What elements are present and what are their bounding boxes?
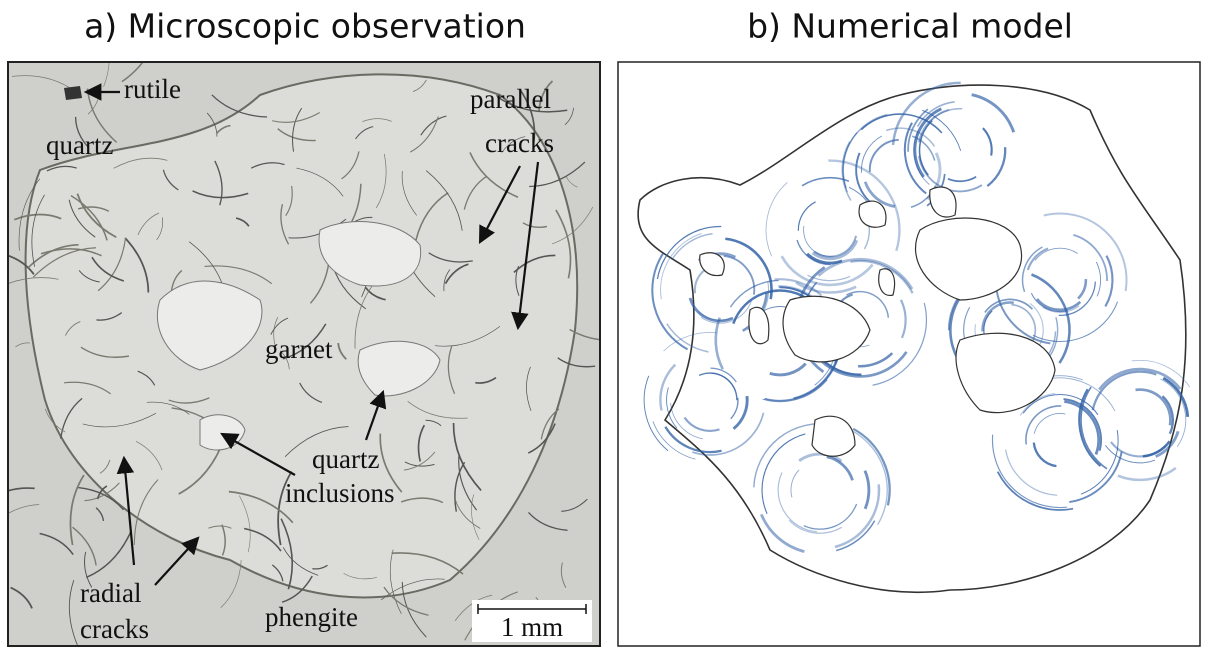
panel-frame	[618, 62, 1200, 646]
label: phengite	[265, 602, 358, 632]
figure: a) Microscopic observation b) Numerical …	[0, 0, 1209, 649]
label: quartz	[46, 130, 113, 160]
scale-label: 1 mm	[501, 612, 563, 642]
inclusion	[749, 307, 769, 343]
label: quartz	[312, 444, 379, 474]
page: a) Microscopic observation b) Numerical …	[0, 0, 1209, 649]
panel-title: b) Numerical model	[747, 7, 1073, 46]
label: garnet	[265, 334, 333, 364]
label: rutile	[124, 74, 181, 104]
label: radial	[80, 578, 141, 608]
label: cracks	[80, 614, 149, 644]
label: cracks	[485, 128, 554, 158]
rutile-grain	[64, 86, 82, 100]
label: parallel	[470, 84, 551, 114]
panel-title: a) Microscopic observation	[84, 7, 526, 46]
label: inclusions	[285, 478, 395, 508]
